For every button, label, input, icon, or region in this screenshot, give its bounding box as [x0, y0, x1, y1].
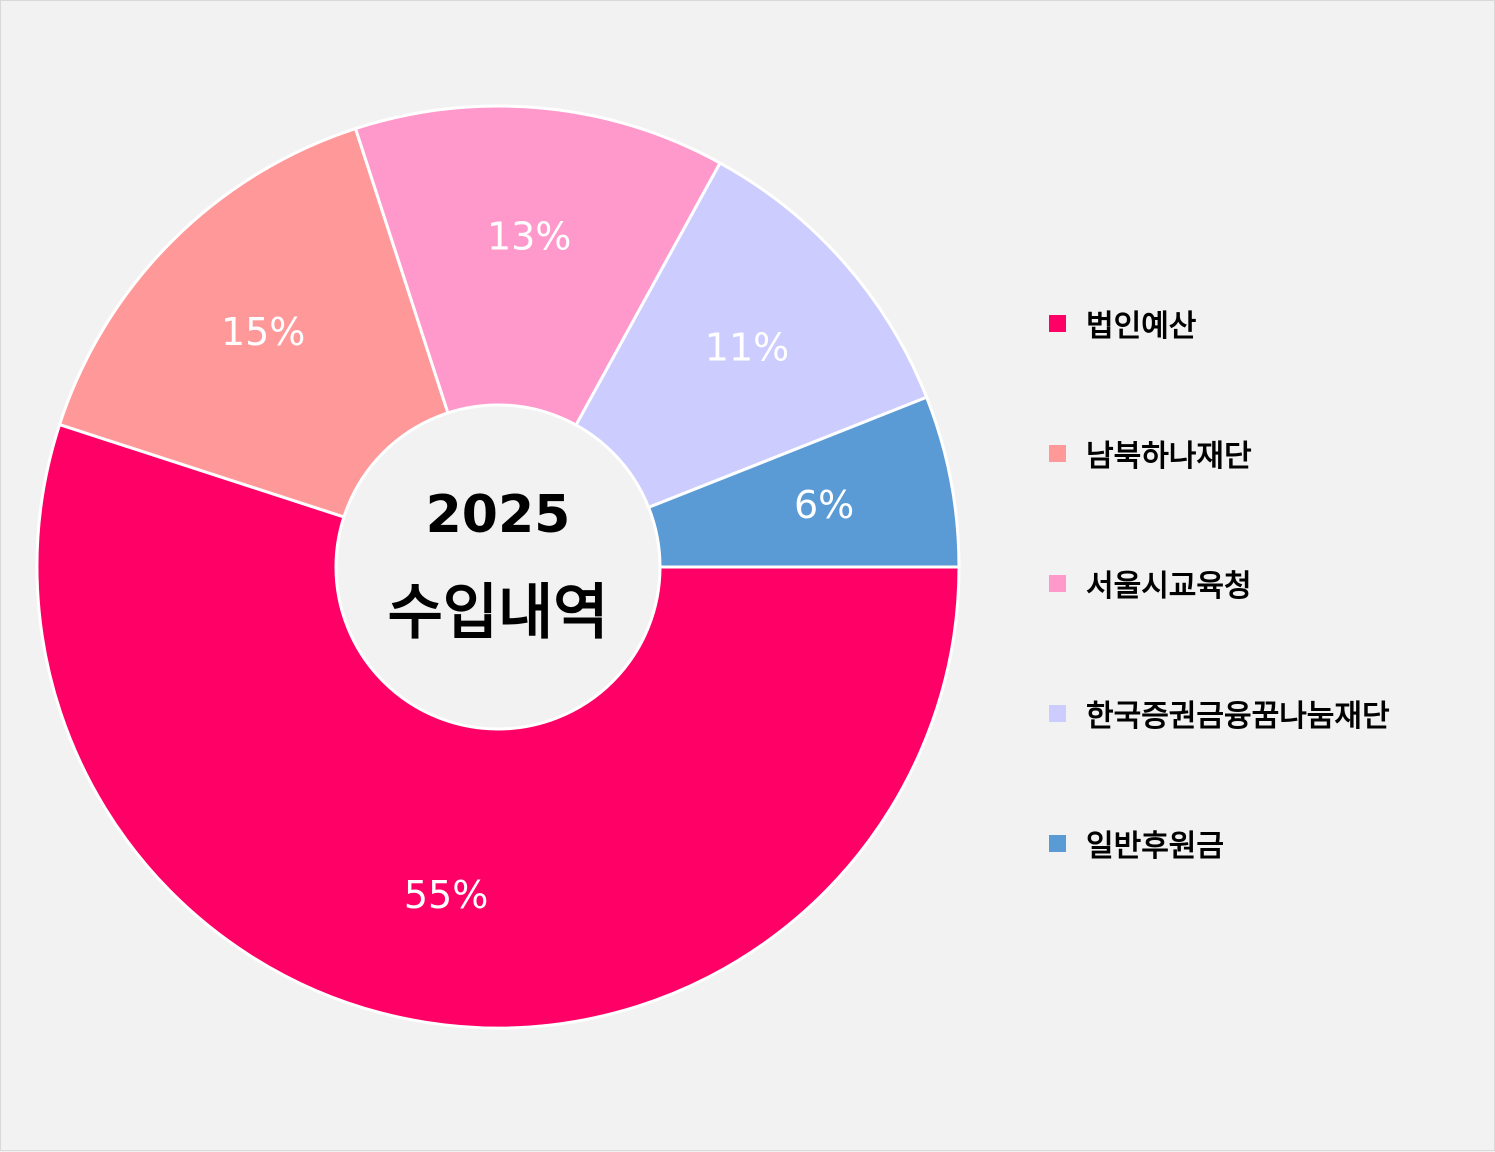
- slice-label-1: 55%: [404, 873, 488, 917]
- legend-swatch: [1049, 834, 1066, 852]
- legend-label: 법인예산: [1086, 309, 1197, 344]
- legend-item-1: 법인예산: [1049, 301, 1196, 345]
- center-title: 수입내역: [388, 578, 609, 648]
- legend-swatch: [1049, 574, 1066, 592]
- legend-swatch: [1049, 314, 1066, 332]
- slice-label-5: 6%: [794, 483, 854, 527]
- legend-item-3: 서울시교육청: [1049, 561, 1252, 605]
- legend-item-5: 일반후원금: [1049, 821, 1224, 865]
- legend-swatch: [1049, 444, 1066, 462]
- legend-label: 한국증권금융꿈나눔재단: [1086, 699, 1390, 734]
- legend-label: 서울시교육청: [1086, 569, 1252, 604]
- donut-hole: [334, 403, 662, 731]
- slice-label-3: 13%: [487, 215, 571, 259]
- pie-slice-3: [353, 104, 723, 571]
- legend-label: 남북하나재단: [1086, 439, 1252, 474]
- slice-label-2: 15%: [221, 310, 305, 354]
- slice-label-group: 55% 15% 13% 11% 6%: [221, 215, 854, 917]
- center-year: 2025: [426, 485, 571, 545]
- slice-label-4: 11%: [705, 325, 789, 369]
- legend-swatch: [1049, 704, 1066, 722]
- legend-item-4: 한국증권금융꿈나눔재단: [1049, 691, 1390, 735]
- legend-item-2: 남북하나재단: [1049, 431, 1252, 475]
- legend-label: 일반후원금: [1086, 829, 1224, 864]
